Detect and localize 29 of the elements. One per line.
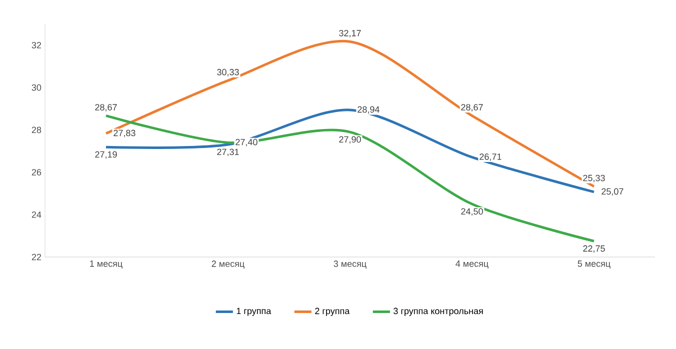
y-tick-label: 22 xyxy=(32,254,42,260)
legend-label: 3 группа контрольная xyxy=(394,308,483,316)
data-label: 28,67 xyxy=(461,104,483,112)
y-tick-label: 24 xyxy=(32,211,42,218)
data-label: 30,33 xyxy=(217,68,239,76)
y-tick-label: 26 xyxy=(32,169,42,176)
data-label: 26,71 xyxy=(480,154,502,161)
data-label: 24,50 xyxy=(461,208,483,216)
data-label: 22,75 xyxy=(583,245,605,253)
legend-label: 1 группа xyxy=(236,308,272,316)
data-label: 27,90 xyxy=(339,136,361,144)
x-tick-label: 1 месяц xyxy=(90,260,122,269)
data-label: 28,67 xyxy=(95,104,117,112)
data-label: 25,33 xyxy=(583,174,605,182)
data-label: 27,40 xyxy=(236,138,258,146)
data-label: 27,19 xyxy=(95,151,117,159)
data-label: 27,31 xyxy=(217,148,239,156)
y-tick-label: 30 xyxy=(32,84,42,91)
data-label: 25,07 xyxy=(602,188,624,196)
x-tick-label: 4 месяц xyxy=(456,260,488,269)
data-label: 28,94 xyxy=(358,106,380,114)
legend-label: 2 группа xyxy=(315,308,350,316)
x-tick-label: 5 месяц xyxy=(578,260,610,269)
x-tick-label: 2 месяц xyxy=(212,260,244,269)
x-tick-label: 3 месяц xyxy=(334,260,366,269)
y-tick-label: 28 xyxy=(32,126,42,134)
data-label: 32,17 xyxy=(339,30,361,38)
data-label: 27,83 xyxy=(114,130,136,138)
y-tick-label: 32 xyxy=(32,42,42,48)
